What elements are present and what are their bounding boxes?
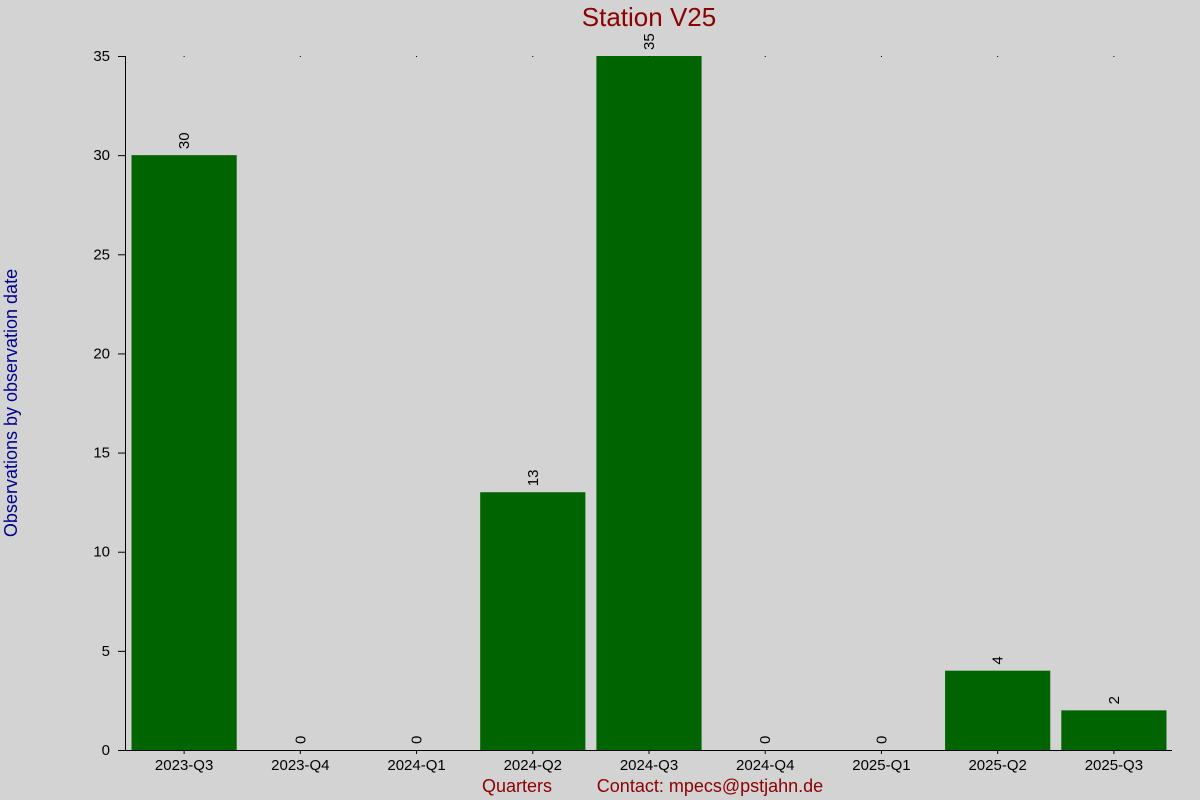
bar-2025-Q2 — [945, 670, 1051, 750]
y-tick-label: 30 — [93, 147, 110, 164]
bar-2023-Q3 — [131, 155, 237, 751]
y-tick-label: 0 — [102, 742, 110, 759]
bar-value-label: 0 — [292, 736, 309, 744]
x-tick-label: 2024-Q4 — [736, 757, 794, 774]
x-axis-ticks: 2023-Q3 2023-Q4 2024-Q1 2024-Q2 2024-Q3 2024-… — [155, 750, 1143, 774]
x-tick-label: 2025-Q2 — [968, 757, 1026, 774]
x-tick-label: 2023-Q3 — [155, 757, 213, 774]
y-tick-label: 25 — [93, 246, 110, 263]
x-axis-label: Quarters — [482, 776, 552, 796]
y-tick-label: 10 — [93, 544, 110, 561]
x-tick-label: 2025-Q3 — [1085, 757, 1143, 774]
bar-value-label: 4 — [990, 656, 1007, 664]
top-tick-dot — [880, 56, 882, 57]
bar-2024-Q3 — [596, 56, 702, 750]
x-tick-label: 2024-Q3 — [620, 757, 678, 774]
top-tick-dot — [532, 56, 534, 57]
bar-value-label: 0 — [873, 736, 890, 744]
top-tick-dot — [764, 56, 766, 57]
bar-value-label: 13 — [525, 470, 542, 487]
y-axis-ticks: 0 5 10 15 20 25 30 35 — [93, 48, 126, 759]
x-tick-label: 2025-Q1 — [852, 757, 910, 774]
x-tick-label: 2024-Q1 — [387, 757, 445, 774]
y-axis-label: Observations by observation date — [1, 269, 21, 537]
bar-value-label: 0 — [409, 736, 426, 744]
top-tick-dot — [648, 56, 650, 57]
y-tick-label: 35 — [93, 48, 110, 65]
top-tick-dot — [183, 56, 185, 57]
bars-layer — [131, 56, 1167, 751]
y-tick-label: 20 — [93, 345, 110, 362]
x-tick-label: 2023-Q4 — [271, 757, 329, 774]
contact-text: Contact: mpecs@pstjahn.de — [597, 776, 823, 796]
y-tick-label: 5 — [102, 643, 110, 660]
bar-2025-Q3 — [1061, 710, 1167, 750]
top-tick-dot — [1113, 56, 1115, 57]
x-tick-label: 2024-Q2 — [504, 757, 562, 774]
top-tick-dots — [183, 56, 1115, 57]
top-tick-dot — [299, 56, 301, 57]
bar-value-label: 35 — [641, 33, 658, 50]
bar-value-label: 30 — [176, 132, 193, 149]
bar-labels-layer: 30 0 0 13 35 0 0 4 2 — [176, 33, 1123, 744]
top-tick-dot — [416, 56, 418, 57]
bar-value-label: 2 — [1106, 696, 1123, 704]
y-tick-label: 15 — [93, 445, 110, 462]
chart-title: Station V25 — [582, 2, 716, 32]
top-tick-dot — [997, 56, 999, 57]
bar-2024-Q2 — [480, 492, 586, 750]
bar-value-label: 0 — [757, 736, 774, 744]
